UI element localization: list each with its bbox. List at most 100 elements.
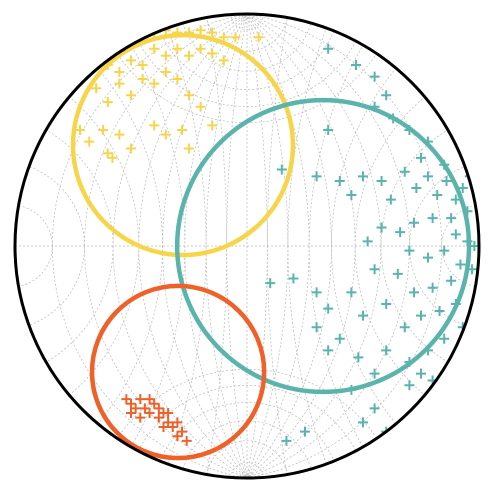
- grid-line: [15, 14, 382, 478]
- grid-line: [152, 402, 342, 478]
- grid-line: [409, 161, 479, 331]
- pole-marker: [144, 408, 155, 419]
- pole-marker: [411, 183, 422, 193]
- pole-marker: [346, 384, 357, 395]
- pole-marker: [369, 403, 380, 414]
- pole-marker: [422, 345, 433, 356]
- pole-marker: [439, 245, 450, 256]
- pole-marker: [172, 43, 183, 54]
- pole-marker: [207, 27, 218, 38]
- pole-marker: [369, 264, 380, 275]
- pole-marker: [399, 322, 410, 333]
- pole-marker: [144, 394, 155, 405]
- pole-marker: [184, 50, 194, 61]
- pole-marker: [126, 55, 136, 66]
- pole-marker: [158, 421, 169, 432]
- pole-marker: [404, 380, 415, 391]
- grid-line: [205, 14, 479, 478]
- grid-line: [15, 14, 410, 478]
- pole-marker: [149, 43, 160, 54]
- pole-marker: [404, 357, 415, 367]
- pole-marker: [385, 194, 396, 205]
- pole-marker: [395, 227, 406, 238]
- grid-line: [15, 14, 163, 478]
- pole-marker: [126, 398, 136, 409]
- pole-marker: [126, 143, 136, 154]
- pole-marker: [98, 125, 109, 135]
- pole-marker: [130, 403, 141, 414]
- pole-marker: [137, 60, 148, 71]
- pole-marker: [439, 159, 450, 170]
- pole-marker: [149, 398, 160, 409]
- pole-marker: [167, 421, 178, 432]
- pole-marker: [160, 50, 171, 61]
- pole-marker: [422, 136, 433, 147]
- pole-marker: [84, 136, 95, 147]
- pole-marker: [281, 435, 292, 446]
- pole-marker: [121, 394, 132, 405]
- pole-marker: [432, 189, 443, 200]
- pole-marker: [126, 408, 136, 419]
- pole-marker: [404, 125, 415, 135]
- pole-marker: [172, 431, 183, 442]
- pole-marker: [149, 78, 160, 89]
- grid-line: [112, 14, 479, 478]
- pole-marker: [351, 60, 362, 71]
- pole-marker: [172, 417, 183, 428]
- pole-marker: [160, 129, 171, 140]
- pole-marker: [153, 412, 164, 423]
- pole-marker: [369, 71, 380, 82]
- pole-marker: [311, 287, 322, 298]
- pole-marker: [300, 426, 310, 437]
- pole-marker: [462, 236, 473, 247]
- grid-line: [205, 440, 289, 478]
- grid-line: [230, 14, 264, 31]
- grid-line: [380, 111, 479, 381]
- pole-marker: [207, 120, 218, 131]
- pole-marker: [409, 287, 420, 298]
- pole-marker: [427, 213, 438, 224]
- pole-marker: [439, 333, 450, 344]
- pole-marker: [409, 217, 420, 228]
- pole-marker: [218, 32, 229, 43]
- pole-marker: [207, 48, 218, 59]
- pole-marker: [381, 345, 392, 356]
- pole-marker: [311, 322, 322, 333]
- pole-marker: [334, 176, 345, 187]
- pole-marker: [172, 27, 183, 38]
- grid-line: [184, 14, 479, 478]
- pole-marker: [392, 268, 403, 279]
- pole-marker: [427, 282, 438, 293]
- pole-marker: [358, 417, 368, 428]
- pole-marker: [353, 352, 364, 363]
- pole-marker: [253, 32, 264, 43]
- pole-marker: [137, 73, 148, 84]
- pole-marker: [381, 90, 392, 101]
- net-border: [13, 12, 481, 480]
- pole-marker: [265, 278, 276, 289]
- pole-marker: [218, 55, 229, 66]
- pole-marker: [184, 27, 194, 38]
- pole-marker: [450, 194, 461, 205]
- grid-line: [15, 14, 207, 478]
- pole-marker: [102, 97, 113, 108]
- pole-marker: [114, 67, 125, 77]
- pole-marker: [149, 120, 160, 131]
- grid-line: [180, 14, 314, 72]
- pole-marker: [91, 83, 102, 94]
- pole-marker: [114, 129, 125, 140]
- pole-marker: [195, 25, 206, 36]
- pole-marker: [107, 152, 118, 163]
- pole-marker: [135, 394, 146, 405]
- grid-line: [123, 385, 371, 478]
- pole-marker: [126, 90, 136, 101]
- pole-marker: [358, 171, 368, 182]
- pole-marker: [153, 403, 164, 414]
- grid-line: [15, 204, 53, 288]
- pole-marker: [311, 171, 322, 182]
- small-circle: [89, 283, 267, 461]
- pole-marker: [163, 408, 174, 419]
- grid-line: [15, 14, 356, 478]
- pole-marker: [184, 90, 194, 101]
- pole-marker: [74, 125, 85, 135]
